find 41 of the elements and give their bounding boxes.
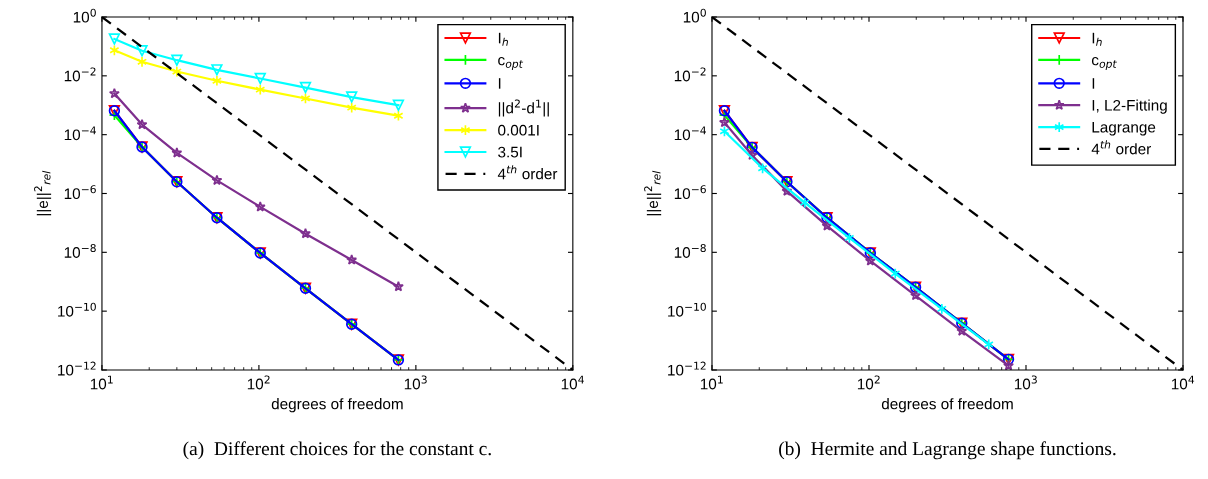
y-tick-label: 10$^{0}$	[73, 8, 96, 23]
y-tick-label: 10$^{−8}$	[674, 243, 706, 258]
legend-label: Lagrange	[1092, 121, 1156, 136]
y-tick-label: 10$^{−12}$	[668, 361, 706, 376]
y-tick-label: 10$^{0}$	[683, 8, 706, 23]
legend-label: I	[498, 78, 501, 89]
legend-label: I, L2-Fitting	[1092, 99, 1167, 114]
legend-label: c$_{opt}$	[1091, 56, 1117, 70]
legend-label: ||d$^{2}$-d$^{1}$||	[498, 99, 549, 117]
text: (a) Different choices for the constant c.	[183, 441, 491, 460]
y-tick-label: 10$^{−8}$	[64, 243, 96, 258]
y-tick-label: 10$^{−10}$	[668, 302, 706, 317]
y-tick-label: 10$^{−2}$	[64, 67, 96, 82]
y-tick-label: 10$^{−6}$	[674, 185, 706, 200]
x-axis-title: degrees of freedom	[271, 398, 403, 413]
x-tick-label: 10$^{4}$	[561, 375, 584, 390]
legend-label: 4$^{th}$ order	[1091, 140, 1151, 155]
x-tick-label: 10$^{2}$	[857, 375, 880, 390]
y-tick-label: 10$^{−12}$	[58, 361, 96, 376]
x-tick-label: 10$^{1}$	[700, 375, 723, 390]
legend-label: c$_{opt}$	[498, 56, 524, 70]
legend-label: 3.5I	[498, 146, 522, 158]
text: (b) Hermite and Lagrange shape functions.	[779, 441, 1116, 460]
legend-label: 0.001I	[498, 124, 539, 136]
y-tick-label: 10$^{−4}$	[674, 126, 706, 141]
x-tick-label: 10$^{1}$	[90, 375, 113, 390]
y-axis-title: ||e||$^{2}$$_{rel}$	[644, 170, 662, 216]
x-tick-label: 10$^{2}$	[247, 375, 270, 390]
legend-label: I	[1092, 78, 1095, 89]
legend-label: I$_{h}$	[498, 32, 508, 46]
y-tick-label: 10$^{−2}$	[674, 67, 706, 82]
x-tick-label: 10$^{3}$	[404, 375, 427, 390]
y-tick-label: 10$^{−6}$	[64, 185, 96, 200]
x-tick-label: 10$^{3}$	[1014, 375, 1037, 390]
x-axis-title: degrees of freedom	[881, 398, 1013, 413]
legend-label: I$_{h}$	[1092, 32, 1102, 46]
legend-label: 4$^{th}$ order	[497, 165, 558, 180]
x-tick-label: 10$^{4}$	[1171, 375, 1195, 390]
y-tick-label: 10$^{−4}$	[64, 126, 96, 141]
y-axis-title: ||e||$^{2}$$_{rel}$	[34, 170, 52, 216]
y-tick-label: 10$^{−10}$	[58, 302, 96, 317]
